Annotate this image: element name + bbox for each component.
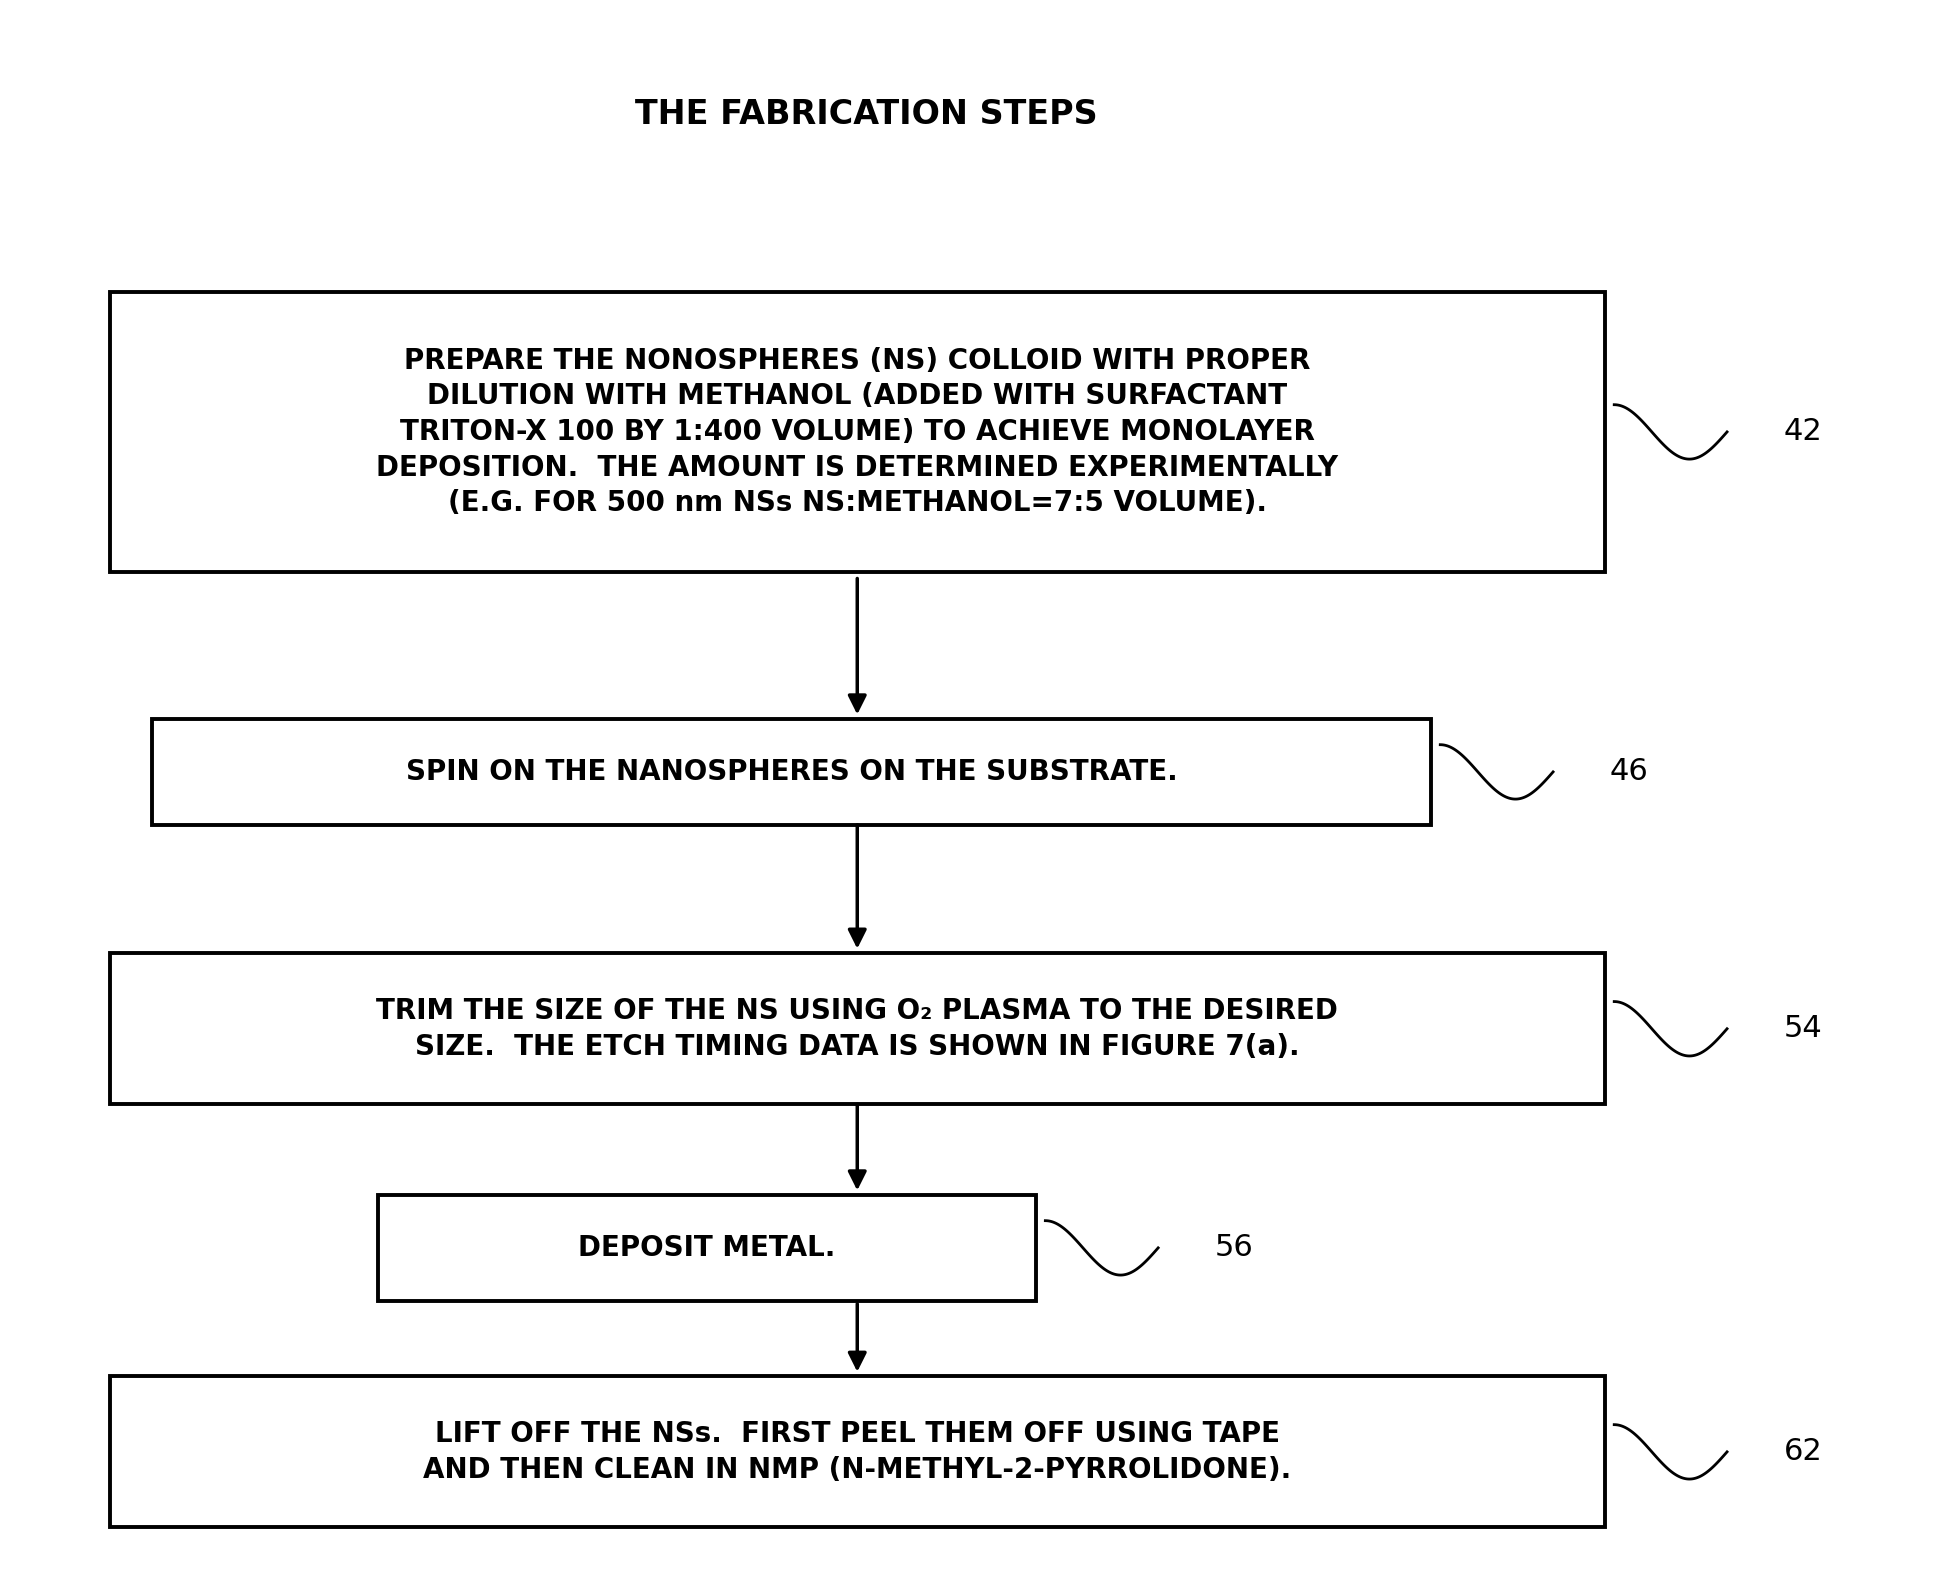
Text: 46: 46 xyxy=(1610,757,1648,787)
Bar xyxy=(110,1376,1604,1527)
Text: SPIN ON THE NANOSPHERES ON THE SUBSTRATE.: SPIN ON THE NANOSPHERES ON THE SUBSTRATE… xyxy=(406,759,1177,785)
Text: 56: 56 xyxy=(1215,1234,1254,1262)
Text: 54: 54 xyxy=(1783,1014,1822,1044)
Text: TRIM THE SIZE OF THE NS USING O₂ PLASMA TO THE DESIRED
SIZE.  THE ETCH TIMING DA: TRIM THE SIZE OF THE NS USING O₂ PLASMA … xyxy=(376,996,1338,1061)
Bar xyxy=(153,719,1430,825)
Bar xyxy=(110,954,1604,1105)
Text: 62: 62 xyxy=(1783,1437,1822,1467)
Text: 42: 42 xyxy=(1783,417,1822,447)
Text: PREPARE THE NONOSPHERES (NS) COLLOID WITH PROPER
DILUTION WITH METHANOL (ADDED W: PREPARE THE NONOSPHERES (NS) COLLOID WIT… xyxy=(376,346,1338,518)
Bar xyxy=(110,293,1604,571)
Text: THE FABRICATION STEPS: THE FABRICATION STEPS xyxy=(635,98,1097,131)
Bar xyxy=(378,1195,1036,1300)
Text: DEPOSIT METAL.: DEPOSIT METAL. xyxy=(578,1234,835,1262)
Text: LIFT OFF THE NSs.  FIRST PEEL THEM OFF USING TAPE
AND THEN CLEAN IN NMP (N-METHY: LIFT OFF THE NSs. FIRST PEEL THEM OFF US… xyxy=(423,1420,1291,1484)
